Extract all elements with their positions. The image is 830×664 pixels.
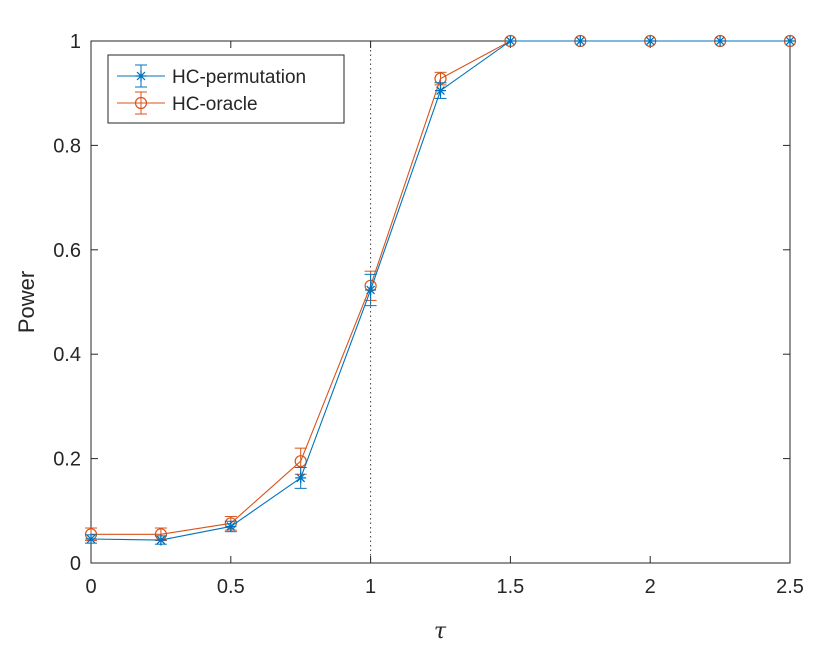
legend: HC-permutation HC-oracle [107,54,345,124]
star-marker [135,70,147,82]
star-marker [365,284,377,296]
x-tick-label: 1 [365,576,376,598]
circle-marker [294,455,307,468]
legend-error-bar [135,91,147,115]
x-tick-label: 2 [645,576,656,598]
x-axis-label: τ [434,619,447,644]
y-tick-label: 0.2 [53,449,81,471]
star-marker [85,533,97,545]
y-tick-label: 0.8 [53,135,81,157]
star-marker [435,85,446,97]
plot-area [90,40,791,564]
x-tick-label: 2.5 [776,576,804,598]
star-marker [574,35,586,47]
x-tick-label: 1.5 [496,576,524,598]
circle-marker [134,96,148,110]
x-tick-label: 0.5 [217,576,245,598]
series-hc-permutation [85,35,796,546]
y-axis-label: Power [14,271,39,333]
y-tick-label: 0.4 [53,344,81,366]
legend-label: HC-permutation [172,67,306,88]
legend-entry: HC-oracle [117,91,258,115]
star-marker [644,35,656,47]
star-marker [714,35,726,47]
x-tick-label: 0 [85,576,96,598]
star-marker [155,534,167,546]
legend-box [107,54,345,124]
y-tick-label: 1 [70,31,81,53]
y-tick-label: 0 [70,553,81,575]
legend-label: HC-oracle [172,94,258,115]
star-marker [784,35,796,47]
star-marker [225,520,237,532]
axis-ticks: 0 0.5 1 1.5 2 2.5 0 0.2 0.4 0.6 0.8 1 [53,31,804,598]
legend-entry: HC-permutation [117,64,306,88]
y-tick-label: 0.6 [53,240,81,262]
star-marker [295,472,307,484]
series-layer [84,34,797,546]
star-marker [504,35,516,47]
